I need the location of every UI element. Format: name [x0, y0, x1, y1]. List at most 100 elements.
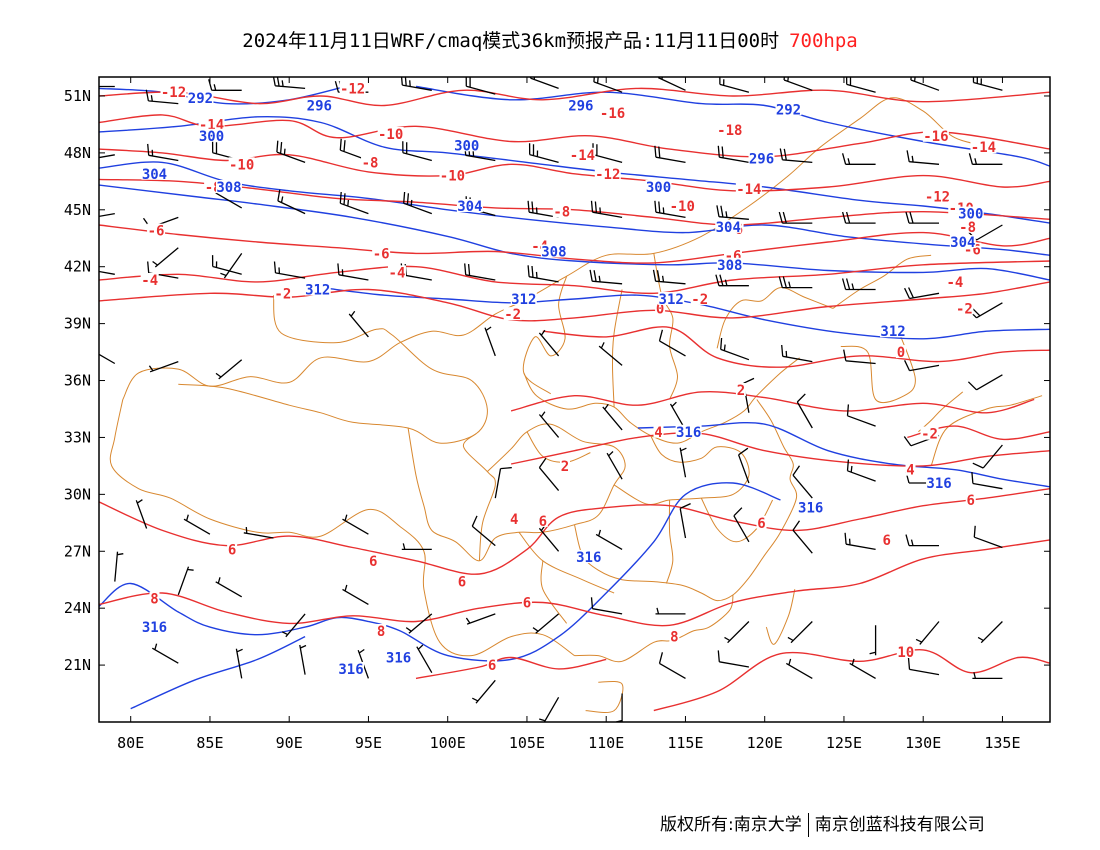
height-label: 316: [926, 476, 951, 492]
contour-label-bg: [567, 98, 594, 112]
temperature-label: 4: [906, 463, 914, 479]
wind-barb: [595, 529, 623, 550]
height-label: 304: [457, 199, 482, 215]
height-label: 312: [305, 282, 330, 298]
lon-tick-label: 130E: [905, 734, 941, 752]
temperature-label: -16: [600, 106, 625, 122]
wind-barb: [177, 566, 194, 596]
temperature-label: 6: [757, 516, 765, 532]
lon-tick-label: 115E: [667, 734, 703, 752]
lon-tick-label: 90E: [276, 734, 303, 752]
temperature-label: -18: [717, 123, 742, 139]
contour-label-bg: [552, 204, 571, 218]
wind-barb: [465, 77, 496, 95]
contour-label-bg: [949, 235, 976, 249]
wind-barb: [401, 543, 432, 551]
wind-barb: [590, 597, 623, 615]
contour-label-bg: [675, 424, 702, 438]
contour-label-bg: [896, 644, 915, 658]
temperature-label: -8: [959, 220, 976, 236]
temperature-label: 0: [897, 345, 905, 361]
wind-barb: [147, 143, 179, 162]
border-line: [518, 531, 615, 594]
contour-label-bg: [215, 180, 242, 194]
wind-barb: [720, 337, 750, 361]
height-label: 304: [950, 235, 975, 251]
temperature-label: 6: [883, 533, 891, 549]
footer-separator: [807, 813, 809, 837]
wind-barb: [796, 393, 813, 429]
contour-label-bg: [965, 493, 976, 507]
height-label: 316: [576, 550, 601, 566]
height-label: 292: [776, 102, 801, 118]
temperature-contour--12: [99, 87, 1050, 107]
temperature-contour-0: [542, 326, 1050, 368]
wind-barb: [400, 77, 432, 91]
wind-barb: [403, 191, 433, 215]
contour-label-bg: [198, 117, 225, 131]
temperature-label: 10: [897, 645, 914, 661]
wind-barb: [465, 613, 496, 625]
temperature-contour--6: [99, 224, 1050, 264]
lat-tick-label: 27N: [64, 542, 91, 560]
wind-barb: [904, 360, 940, 372]
height-label: 300: [958, 207, 983, 223]
contour-label-bg: [775, 102, 802, 116]
temperature-label: -10: [229, 157, 254, 173]
wind-barb: [243, 527, 274, 539]
wind-barb: [99, 270, 115, 275]
wind-barb: [208, 79, 242, 91]
height-label: 312: [659, 292, 684, 308]
border-line: [613, 435, 750, 505]
contour-label-bg: [503, 307, 522, 321]
border-line: [832, 254, 932, 309]
contour-label-bg: [690, 291, 709, 305]
contour-label-bg: [306, 98, 333, 112]
height-label: 308: [216, 180, 241, 196]
contour-label-bg: [198, 128, 225, 142]
height-label: 308: [717, 258, 742, 274]
wind-barb: [905, 211, 939, 224]
contour-label-bg: [228, 157, 255, 171]
temperature-contour-6: [415, 656, 607, 680]
contour-label-bg: [141, 620, 168, 634]
temperature-contour-2: [510, 390, 1035, 414]
contour-label-bg: [735, 383, 746, 397]
wind-barb: [655, 607, 686, 615]
wind-barb: [494, 466, 512, 499]
contour-label-bg: [905, 462, 916, 476]
contour-label-bg: [658, 291, 685, 305]
height-contour-316: [99, 482, 781, 662]
wind-barb: [527, 265, 559, 283]
height-label: 300: [454, 138, 479, 154]
contour-label-bg: [970, 140, 997, 154]
wind-barb: [968, 153, 1003, 165]
border-line: [585, 680, 624, 714]
wind-barb: [971, 472, 1003, 490]
contour-label-bg: [227, 542, 238, 556]
wind-barb: [658, 329, 686, 357]
wind-barb: [841, 211, 876, 224]
temperature-label: -14: [971, 140, 996, 156]
wind-barb: [652, 269, 686, 285]
temperature-label: -12: [161, 85, 186, 101]
wind-barb: [845, 77, 876, 93]
wind-barb: [717, 650, 750, 668]
wind-barb: [716, 205, 749, 220]
height-label: 304: [716, 220, 741, 236]
wind-barb: [841, 278, 876, 291]
lat-tick-label: 33N: [64, 428, 91, 446]
wind-barb: [657, 77, 686, 91]
wind-barb: [658, 652, 686, 679]
wind-barb: [724, 621, 750, 644]
wind-barb: [538, 329, 560, 357]
wind-barb: [215, 359, 243, 380]
contour-label-bg: [797, 500, 824, 514]
wind-barb: [869, 625, 877, 656]
contour-label-bg: [487, 658, 498, 672]
border-line: [178, 295, 488, 444]
wind-barb: [592, 143, 623, 164]
wind-barb: [967, 374, 1003, 391]
wind-barb: [598, 342, 623, 366]
temperature-label: -16: [923, 129, 948, 145]
